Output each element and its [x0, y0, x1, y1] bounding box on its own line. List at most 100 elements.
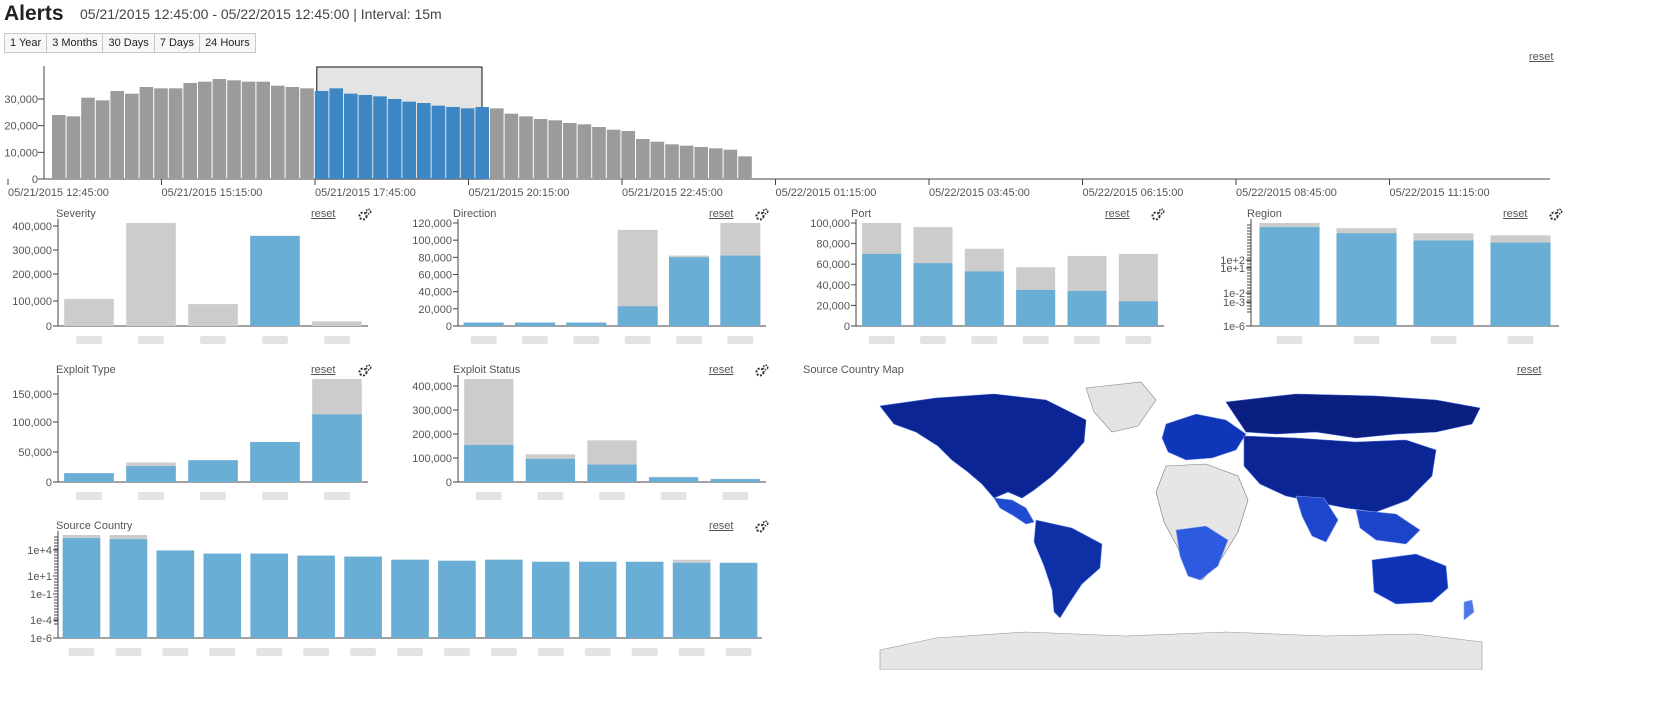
timeline-x-tick: 05/22/2015 11:15:00 — [1390, 187, 1490, 199]
direction-bar-selected — [514, 322, 556, 326]
port-blurred-label — [1125, 336, 1152, 344]
region-settings-gear-icon[interactable] — [1549, 208, 1563, 222]
severity-settings-gear-icon[interactable] — [358, 208, 372, 222]
direction-y-tick: 80,000 — [418, 252, 452, 264]
region-y-tick: 1e-6 — [1223, 321, 1245, 333]
timeline-bar — [271, 85, 285, 179]
direction-y-tick: 120,000 — [412, 218, 452, 230]
map-antarctica[interactable] — [879, 631, 1483, 670]
timeline-y-tick: 0 — [32, 174, 38, 186]
map-russia[interactable] — [1225, 393, 1481, 439]
exploit_status-y-tick: 100,000 — [412, 453, 452, 465]
exploit_status-y-tick: 200,000 — [412, 429, 452, 441]
source_country-bar-selected — [391, 559, 429, 638]
map-central-america[interactable] — [993, 497, 1035, 525]
timeline-bar — [650, 141, 665, 179]
timeline-bar — [460, 108, 475, 179]
port-reset-link[interactable]: reset — [1105, 208, 1130, 220]
exploit_status-blurred-label — [537, 492, 564, 500]
map-greenland[interactable] — [1085, 381, 1157, 433]
exploit-type-chart[interactable]: 150,000 100,000 50,000 0 — [0, 374, 380, 504]
timeline-bar — [125, 93, 139, 179]
timeline-bar — [110, 91, 124, 179]
source_country-bar-selected — [485, 559, 523, 638]
source_country-bar-selected — [438, 560, 476, 638]
map-south-asia[interactable] — [1295, 495, 1339, 543]
timeline-bar — [66, 116, 81, 179]
timeline-bar — [212, 79, 227, 179]
map-north-america[interactable] — [879, 393, 1087, 499]
region-reset-link[interactable]: reset — [1503, 208, 1528, 220]
severity-reset-link[interactable]: reset — [311, 208, 336, 220]
map-southeast-asia[interactable] — [1355, 509, 1421, 545]
timeline-chart[interactable]: 30,000 20,000 10,000 005/21/2015 12:45:00 05… — [0, 60, 1656, 210]
direction-chart[interactable]: 120,000 100,000 80,000 60,000 40,000 20,000 0 — [398, 218, 778, 348]
direction-bar-selected — [463, 322, 504, 326]
timeline-bar — [475, 107, 489, 179]
map-africa-shaded[interactable] — [1175, 525, 1229, 581]
exploit_type-y-tick: 50,000 — [18, 447, 52, 459]
exploit_type-y-tick: 0 — [46, 477, 52, 489]
source_country-blurred-label — [631, 648, 658, 656]
map-reset-link[interactable]: reset — [1517, 364, 1542, 376]
world-map-shapes[interactable] — [879, 381, 1483, 670]
exploit-status-settings-gear-icon[interactable] — [755, 364, 769, 378]
map-europe[interactable] — [1161, 413, 1247, 461]
port-title: Port — [851, 208, 872, 220]
severity-blurred-label — [324, 336, 350, 344]
port-bar-selected — [862, 253, 902, 326]
timeline-bar — [198, 81, 212, 179]
range-7-days-button[interactable]: 7 Days — [153, 33, 201, 53]
region-blurred-label — [1276, 336, 1303, 344]
timeline-bar — [738, 156, 752, 179]
map-australia[interactable] — [1371, 553, 1449, 605]
range-24-hours-button[interactable]: 24 Hours — [199, 33, 256, 53]
source-country-chart[interactable]: 1e+4 1e+1 1e-1 1e-4 1e-6 — [0, 530, 780, 670]
exploit_status-blurred-label — [475, 492, 502, 500]
range-button-group: 1 Year 3 Months 30 Days 7 Days 24 Hours — [4, 33, 256, 53]
map-asia[interactable] — [1243, 435, 1437, 513]
region-title: Region — [1247, 208, 1282, 220]
source-country-map[interactable] — [876, 380, 1486, 670]
port-chart[interactable]: 100,000 80,000 60,000 40,000 20,000 0 — [796, 218, 1176, 348]
severity-chart[interactable]: 400,000 300,000 200,000 100,000 0 — [0, 218, 380, 348]
port-bar-selected — [964, 271, 1004, 326]
range-30-days-button[interactable]: 30 Days — [102, 33, 155, 53]
timeline-bar — [621, 131, 635, 179]
timeline-x-tick: 05/21/2015 12:45:00 — [8, 187, 109, 199]
severity-bar-total — [188, 304, 238, 326]
source-country-reset-link[interactable]: reset — [709, 520, 734, 532]
port-y-tick: 20,000 — [816, 300, 850, 312]
region-chart[interactable]: 1e+21e+1 1e-21e-3 1e-6 — [1196, 218, 1576, 348]
timeline-bar — [285, 87, 300, 179]
range-1-year-button[interactable]: 1 Year — [4, 33, 48, 53]
exploit_status-bar-selected — [587, 464, 637, 482]
exploit-status-reset-link[interactable]: reset — [709, 364, 734, 376]
port-blurred-label — [1022, 336, 1049, 344]
timeline-reset-link[interactable]: reset — [1529, 51, 1554, 63]
direction-reset-link[interactable]: reset — [709, 208, 734, 220]
source-country-settings-gear-icon[interactable] — [755, 520, 769, 534]
source_country-y-tick: 1e-1 — [30, 589, 52, 601]
port-y-tick: 60,000 — [816, 259, 850, 271]
exploit-type-settings-gear-icon[interactable] — [358, 364, 372, 378]
exploit_type-bar-selected — [64, 473, 114, 482]
region-bar-selected — [1336, 233, 1397, 326]
severity-blurred-label — [200, 336, 226, 344]
source_country-bar-selected — [625, 561, 664, 638]
timeline-bar — [168, 88, 183, 179]
timeline-bar — [387, 99, 402, 179]
timeline-bar — [694, 147, 708, 179]
timeline-bar — [592, 127, 606, 179]
port-settings-gear-icon[interactable] — [1151, 208, 1165, 222]
map-title: Source Country Map — [803, 364, 904, 376]
timeline-bar — [519, 116, 533, 179]
map-south-america[interactable] — [1033, 519, 1103, 619]
range-3-months-button[interactable]: 3 Months — [46, 33, 104, 53]
source_country-blurred-label — [256, 648, 283, 656]
source_country-blurred-label — [490, 648, 517, 656]
map-new-zealand[interactable] — [1463, 599, 1475, 621]
direction-settings-gear-icon[interactable] — [755, 208, 769, 222]
exploit-status-chart[interactable]: 400,000 300,000 200,000 100,000 0 — [398, 374, 778, 504]
exploit-type-reset-link[interactable]: reset — [311, 364, 336, 376]
